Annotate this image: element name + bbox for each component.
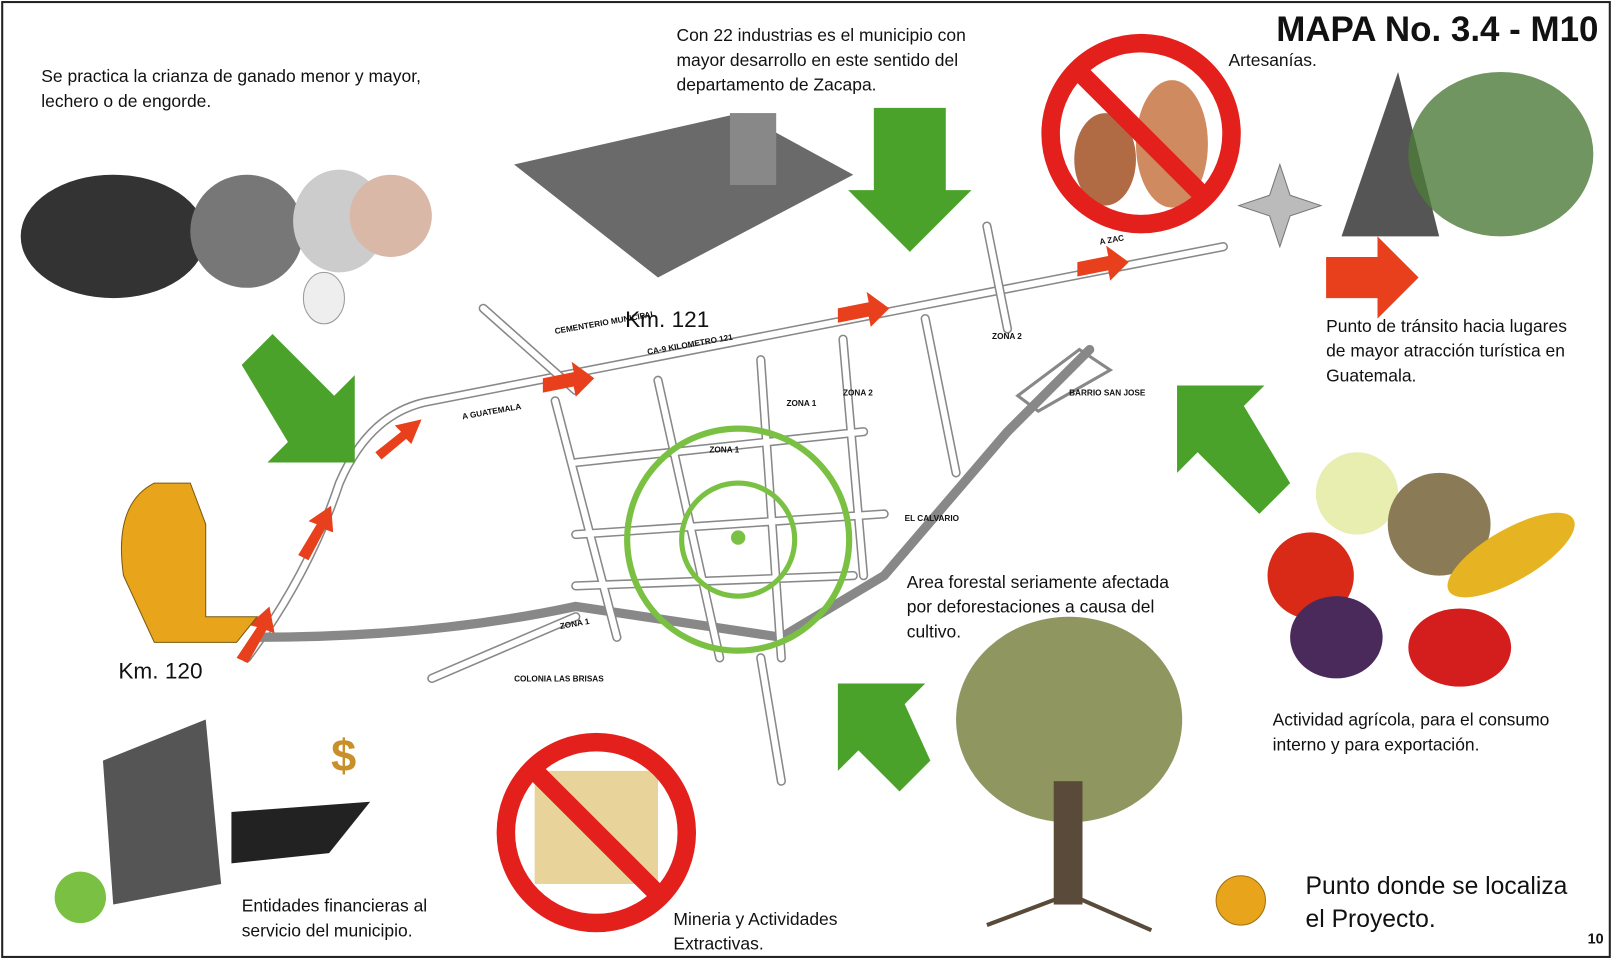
annotation: Se practica la crianza de ganado menor y… — [41, 66, 421, 86]
km-label: Km. 120 — [118, 658, 202, 683]
place-label: ZONA 1 — [786, 399, 816, 408]
place-label: EL CALVARIO — [905, 514, 960, 523]
annotation: Area forestal seriamente afectada — [907, 572, 1169, 592]
annotation: Guatemala. — [1326, 365, 1416, 385]
annotation: Mineria y Actividades — [673, 909, 837, 929]
place-label: BARRIO SAN JOSE — [1069, 389, 1146, 398]
place-label: ZONA 2 — [843, 389, 873, 398]
annotation: Extractivas. — [673, 934, 763, 954]
annotation: Punto de tránsito hacia lugares — [1326, 316, 1567, 336]
place-label: COLONIA LAS BRISAS — [514, 674, 604, 683]
annotation: servicio del municipio. — [242, 920, 413, 940]
page: $ MAPA No. 3.4 - M10 10 Se practica la cri… — [0, 0, 1612, 959]
annotation: Actividad agrícola, para el consumo — [1273, 710, 1550, 730]
legend-label: el Proyecto. — [1306, 906, 1436, 933]
legend-project-marker — [1216, 876, 1265, 925]
annotation: Artesanías. — [1228, 50, 1316, 70]
annotation: mayor desarrollo en este sentido del — [676, 50, 958, 70]
legend-label: Punto donde se localiza — [1306, 873, 1568, 900]
annotation: Entidades financieras al — [242, 896, 427, 916]
annotation: cultivo. — [907, 621, 961, 641]
finance-marker — [55, 872, 106, 923]
svg-text:$: $ — [331, 730, 356, 781]
annotation: por deforestaciones a causa del — [907, 597, 1155, 617]
page-number: 10 — [1588, 932, 1604, 948]
place-label: ZONA 1 — [709, 445, 739, 454]
annotation: interno y para exportación. — [1273, 734, 1480, 754]
annotation: departamento de Zacapa. — [676, 74, 876, 94]
place-label: ZONA 2 — [992, 332, 1022, 341]
annotation: Con 22 industrias es el municipio con — [676, 25, 965, 45]
annotation: de mayor atracción turística en — [1326, 341, 1565, 361]
annotation: lechero o de engorde. — [41, 91, 211, 111]
map-sheet: $ MAPA No. 3.4 - M10 10 Se practica la cri… — [0, 0, 1612, 959]
title: MAPA No. 3.4 - M10 — [1276, 10, 1598, 49]
